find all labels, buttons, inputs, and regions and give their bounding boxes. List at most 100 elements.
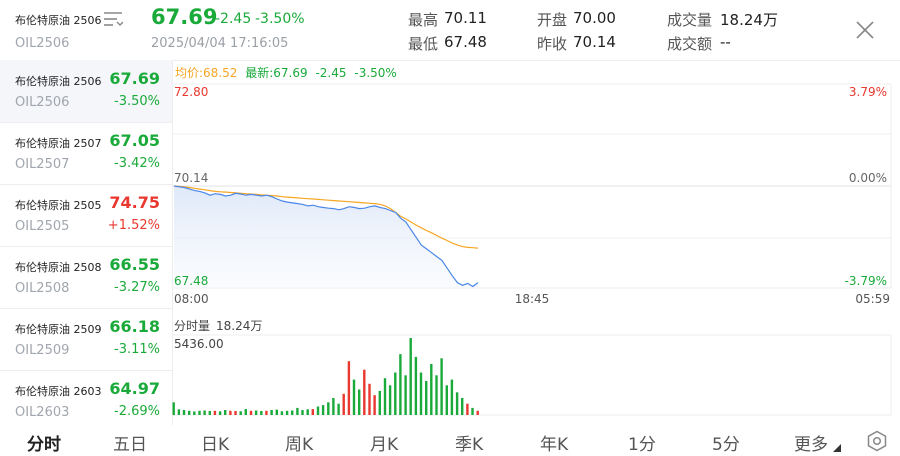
contract-name: 布伦特原油 2603 [15,385,102,398]
volume-bar [352,379,356,415]
volume-bar [409,338,412,415]
contract-name: 布伦特原油 2509 [15,323,102,336]
close-icon[interactable] [854,19,876,41]
prev-close-label: 昨收 [537,35,568,53]
tab-monthly-k[interactable]: 月K [370,435,399,455]
chart-info-bar: 均价:68.52 最新:67.69 -2.45 -3.50% [175,64,397,81]
contract-list: 布伦特原油 2506 OIL2506 67.69 -3.50% 布伦特原油 25… [0,60,173,425]
volume-bar [404,375,407,415]
avg-price-line [173,185,479,249]
volume-bar [224,410,227,415]
contract-price: 74.75 [109,193,160,212]
volume-bar [229,410,232,415]
tab-yearly-k[interactable]: 年K [540,435,569,455]
price-line [173,185,479,288]
volume-bar [296,407,299,415]
tab-five-day[interactable]: 五日 [113,435,147,455]
contract-name: 布伦特原油 2508 [15,261,102,274]
volume-bar [347,361,351,415]
volume-bar [234,411,237,415]
price-change: -2.45 [215,11,252,27]
contract-name: 布伦特原油 2506 [15,75,102,88]
low-value: 67.48 [444,33,487,51]
contract-item[interactable]: 布伦特原油 2505 OIL2505 74.75 +1.52% [0,184,172,247]
volume-bar [249,410,253,415]
volume-value: 18.24万 [720,11,778,29]
contract-name: 布伦特原油 2505 [15,199,102,212]
volume-bar [182,410,186,415]
intraday-chart[interactable]: 72.80 3.79% 70.14 0.00% 67.48 -3.79% 08:… [172,80,900,425]
volume-bar [394,372,397,415]
contract-code: OIL2506 [15,95,70,110]
volume-bar [419,372,423,415]
volume-bar [435,375,438,415]
contract-price: 64.97 [109,379,160,398]
contract-code: OIL2507 [15,157,70,172]
low-label: 最低 [408,35,439,53]
volume-bar [383,378,387,415]
price-axis-bottom: 67.48 [174,274,208,288]
volume-bar [316,406,320,415]
contract-price: 66.18 [109,317,160,336]
contract-item[interactable]: 布伦特原油 2508 OIL2508 66.55 -3.27% [0,246,172,309]
volume-bar [244,409,247,415]
instrument-code: OIL2506 [15,36,70,51]
volume-bar [203,410,206,415]
volume-bar [301,410,304,415]
volume-bar [440,358,443,415]
volume-bar [337,403,340,415]
price-area-fill [174,186,478,288]
turnover-value: -- [720,33,731,51]
volume-bar [291,410,294,415]
volume-label: 成交量 [667,11,713,29]
tab-intraday[interactable]: 分时 [27,435,61,455]
contract-item[interactable]: 布伦特原油 2509 OIL2509 66.18 -3.11% [0,308,172,371]
time-label-start: 08:00 [174,292,209,306]
contract-code: OIL2509 [15,343,70,358]
high-value: 70.11 [444,9,487,27]
volume-bar [239,411,242,415]
volume-bar [213,410,217,415]
volume-bar [466,403,469,415]
volume-bar [265,410,268,415]
open-value: 70.00 [573,9,616,27]
pct-axis-top: 3.79% [849,85,887,99]
tab-daily-k[interactable]: 日K [201,435,230,455]
contract-price: 67.69 [109,69,160,88]
contract-item[interactable]: 布伦特原油 2603 OIL2603 64.97 -2.69% [0,370,172,425]
volume-bar [177,409,181,415]
contract-change: +1.52% [107,218,160,233]
open-label: 开盘 [537,11,568,29]
price-axis-mid: 70.14 [174,171,208,185]
volume-bar [254,410,258,415]
volume-bar [363,369,366,415]
prev-close-value: 70.14 [573,33,616,51]
tab-quarterly-k[interactable]: 季K [455,435,484,455]
volume-bar [378,390,381,415]
contract-code: OIL2508 [15,281,70,296]
volume-bar [306,409,309,415]
caret-down-icon [833,444,842,452]
volume-bar [399,354,402,415]
volume-bar [425,381,428,415]
contract-code: OIL2603 [15,405,70,420]
contract-item[interactable]: 布伦特原油 2507 OIL2507 67.05 -3.42% [0,122,172,185]
volume-total: 18.24万 [216,319,262,333]
list-settings-icon[interactable] [103,10,124,28]
volume-bar [455,392,459,415]
volume-title: 分时量 [174,319,210,333]
contract-item[interactable]: 布伦特原油 2506 OIL2506 67.69 -3.50% [0,60,172,123]
price-change-pct: -3.50% [255,11,305,27]
volume-bar [373,395,376,415]
tab-more[interactable]: 更多 [794,430,842,455]
period-tabs: 分时 五日 日K 周K 月K 季K 年K 1分 5分 更多 [0,425,900,455]
settings-icon[interactable] [866,430,888,452]
volume-bar [471,407,474,415]
volume-bar [445,385,448,415]
volume-bar [280,411,284,415]
tab-1min[interactable]: 1分 [628,435,656,455]
time-label-mid: 18:45 [515,292,550,306]
tab-5min[interactable]: 5分 [712,435,740,455]
pct-axis-mid: 0.00% [849,171,887,185]
tab-weekly-k[interactable]: 周K [285,435,314,455]
